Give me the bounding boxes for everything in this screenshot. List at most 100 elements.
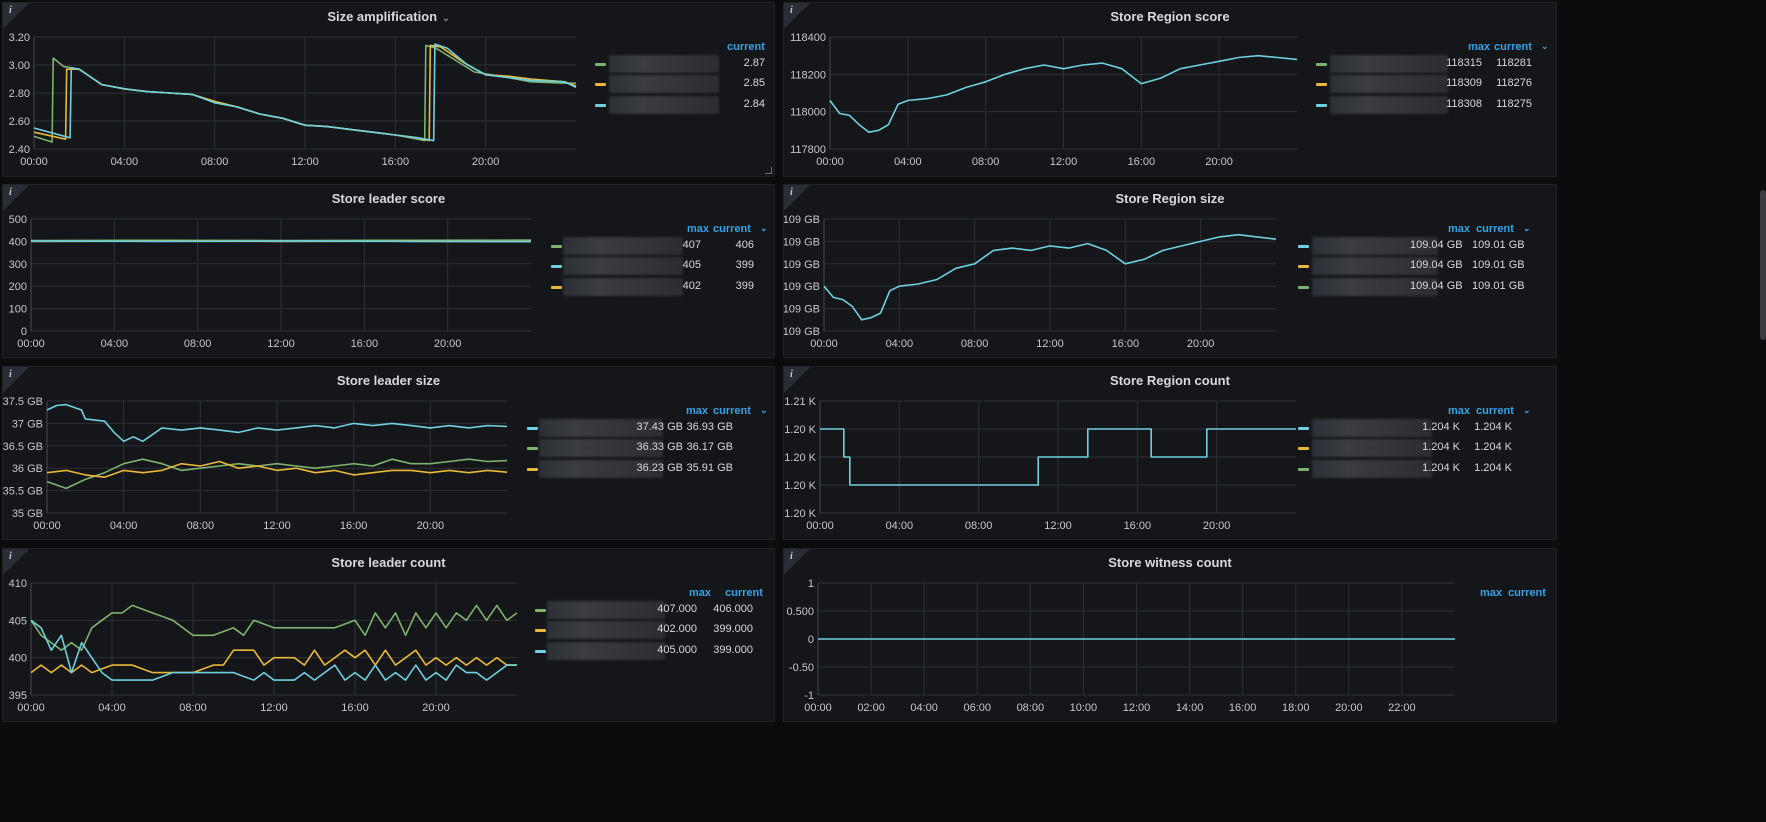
legend-item[interactable]: 2.84 bbox=[591, 96, 821, 114]
legend-current-value: 399.000 bbox=[713, 644, 753, 656]
x-tick-label: 20:00 bbox=[434, 338, 462, 350]
y-tick-label: -1 bbox=[804, 690, 814, 702]
legend-header-max[interactable]: max bbox=[1448, 405, 1471, 417]
legend-current-value: 36.17 GB bbox=[686, 441, 733, 453]
panel-title[interactable]: Store leader score bbox=[3, 191, 774, 206]
legend-max-value: 407.000 bbox=[657, 603, 697, 615]
chevron-down-icon[interactable]: ⌄ bbox=[760, 223, 768, 233]
y-tick-label: 500 bbox=[9, 214, 27, 226]
series-line-cyan bbox=[30, 619, 517, 681]
x-tick-label: 00:00 bbox=[806, 520, 834, 532]
legend-current-value: 399 bbox=[735, 280, 754, 292]
legend-current-value: 109.01 GB bbox=[1472, 239, 1525, 251]
legend-item[interactable]: 118315 118281 bbox=[1314, 55, 1544, 73]
panel-corner[interactable] bbox=[784, 3, 810, 29]
x-tick-label: 12:00 bbox=[267, 338, 295, 350]
x-tick-label: 00:00 bbox=[810, 338, 838, 350]
panel-title[interactable]: Size amplification ⌄ bbox=[3, 9, 774, 24]
legend-header-max[interactable]: max bbox=[686, 405, 709, 417]
x-tick-label: 16:00 bbox=[341, 702, 369, 714]
legend-header-current[interactable]: current bbox=[1494, 41, 1532, 53]
series-line-yellow bbox=[46, 460, 508, 478]
legend-header-current[interactable]: current bbox=[713, 405, 751, 417]
panel-corner[interactable] bbox=[784, 367, 810, 393]
panel-title[interactable]: Store Region size bbox=[784, 191, 1556, 206]
legend-current-value: 109.01 GB bbox=[1472, 259, 1525, 271]
legend-header-current[interactable]: current bbox=[1476, 405, 1514, 417]
panel-title[interactable]: Store leader count bbox=[3, 555, 774, 570]
legend-header-max[interactable]: max bbox=[1468, 41, 1491, 53]
panel-title[interactable]: Store Region score bbox=[784, 9, 1556, 24]
panel-title[interactable]: Store witness count bbox=[784, 555, 1556, 570]
y-tick-label: -0.50 bbox=[789, 662, 814, 674]
x-tick-label: 20:00 bbox=[1205, 156, 1233, 168]
legend-item[interactable]: 1.204 K 1.204 K bbox=[1296, 460, 1526, 478]
info-icon[interactable]: i bbox=[790, 187, 793, 198]
legend-swatch bbox=[1298, 245, 1309, 248]
info-icon[interactable]: i bbox=[790, 5, 793, 16]
chevron-down-icon[interactable]: ⌄ bbox=[1523, 405, 1531, 415]
legend-item[interactable]: 37.43 GB 36.93 GB bbox=[525, 419, 755, 437]
chevron-down-icon[interactable]: ⌄ bbox=[760, 405, 768, 415]
legend-header-current[interactable]: current bbox=[1508, 587, 1546, 599]
page-scrollbar[interactable] bbox=[1760, 190, 1766, 340]
chevron-down-icon[interactable]: ⌄ bbox=[1541, 41, 1549, 51]
legend-swatch bbox=[595, 83, 606, 86]
panel-store-region-score: i Store Region score 118400 118200 118000 117… bbox=[783, 2, 1557, 177]
legend-item[interactable]: 2.85 bbox=[591, 75, 821, 93]
panel-title[interactable]: Store Region count bbox=[784, 373, 1556, 388]
x-tick-label: 08:00 bbox=[1017, 702, 1045, 714]
legend-header-current[interactable]: current bbox=[725, 587, 763, 599]
panel-corner[interactable] bbox=[3, 185, 29, 211]
legend-item[interactable]: 36.23 GB 35.91 GB bbox=[525, 460, 755, 478]
info-icon[interactable]: i bbox=[9, 551, 12, 562]
x-tick-label: 04:00 bbox=[101, 338, 129, 350]
chevron-down-icon[interactable]: ⌄ bbox=[442, 13, 450, 23]
panel-title[interactable]: Store leader size bbox=[3, 373, 774, 388]
y-tick-label: 410 bbox=[9, 578, 27, 590]
legend-current-value: 406 bbox=[735, 239, 754, 251]
legend-item[interactable]: 118309 118276 bbox=[1314, 75, 1544, 93]
panel-corner[interactable] bbox=[784, 549, 810, 575]
legend-header-max[interactable]: max bbox=[1480, 587, 1503, 599]
legend-header-max[interactable]: max bbox=[687, 223, 710, 235]
legend-header-current[interactable]: current bbox=[713, 223, 751, 235]
info-icon[interactable]: i bbox=[9, 369, 12, 380]
y-tick-label: 1.20 K bbox=[784, 480, 816, 492]
legend-max-value: 1.204 K bbox=[1422, 462, 1460, 474]
legend-item[interactable]: 1.204 K 1.204 K bbox=[1296, 419, 1526, 437]
legend-item[interactable]: 2.87 bbox=[591, 55, 821, 73]
legend-header-current[interactable]: current bbox=[1476, 223, 1514, 235]
legend-header-current[interactable]: current bbox=[727, 41, 765, 53]
legend-current-value: 2.87 bbox=[743, 57, 765, 69]
info-icon[interactable]: i bbox=[790, 369, 793, 380]
info-icon[interactable]: i bbox=[9, 5, 12, 16]
legend-max-value: 407 bbox=[682, 239, 701, 251]
x-tick-label: 00:00 bbox=[20, 156, 48, 168]
legend-max-value: 402.000 bbox=[657, 623, 697, 635]
legend-current-value: 2.84 bbox=[743, 98, 765, 110]
panel-corner[interactable] bbox=[784, 185, 810, 211]
panel-corner[interactable] bbox=[3, 549, 29, 575]
legend-item[interactable]: 407 406 bbox=[549, 237, 779, 255]
legend-item[interactable]: 405.000 399.000 bbox=[533, 642, 763, 660]
panel-corner[interactable] bbox=[3, 3, 29, 29]
legend-item[interactable]: 118308 118275 bbox=[1314, 96, 1544, 114]
chevron-down-icon[interactable]: ⌄ bbox=[1523, 223, 1531, 233]
x-tick-label: 00:00 bbox=[17, 338, 45, 350]
resize-handle[interactable] bbox=[765, 167, 772, 174]
legend-item[interactable]: 109.04 GB 109.01 GB bbox=[1296, 278, 1526, 296]
legend-header-max[interactable]: max bbox=[1448, 223, 1471, 235]
info-icon[interactable]: i bbox=[9, 187, 12, 198]
legend-item[interactable]: 109.04 GB 109.01 GB bbox=[1296, 257, 1526, 275]
legend-item[interactable]: 109.04 GB 109.01 GB bbox=[1296, 237, 1526, 255]
legend-item[interactable]: 402.000 399.000 bbox=[533, 621, 763, 639]
panel-corner[interactable] bbox=[3, 367, 29, 393]
legend-item[interactable]: 405 399 bbox=[549, 257, 779, 275]
info-icon[interactable]: i bbox=[790, 551, 793, 562]
legend-item[interactable]: 36.33 GB 36.17 GB bbox=[525, 439, 755, 457]
legend-header-max[interactable]: max bbox=[689, 587, 712, 599]
legend-item[interactable]: 1.204 K 1.204 K bbox=[1296, 439, 1526, 457]
legend-item[interactable]: 402 399 bbox=[549, 278, 779, 296]
legend-item[interactable]: 407.000 406.000 bbox=[533, 601, 763, 619]
